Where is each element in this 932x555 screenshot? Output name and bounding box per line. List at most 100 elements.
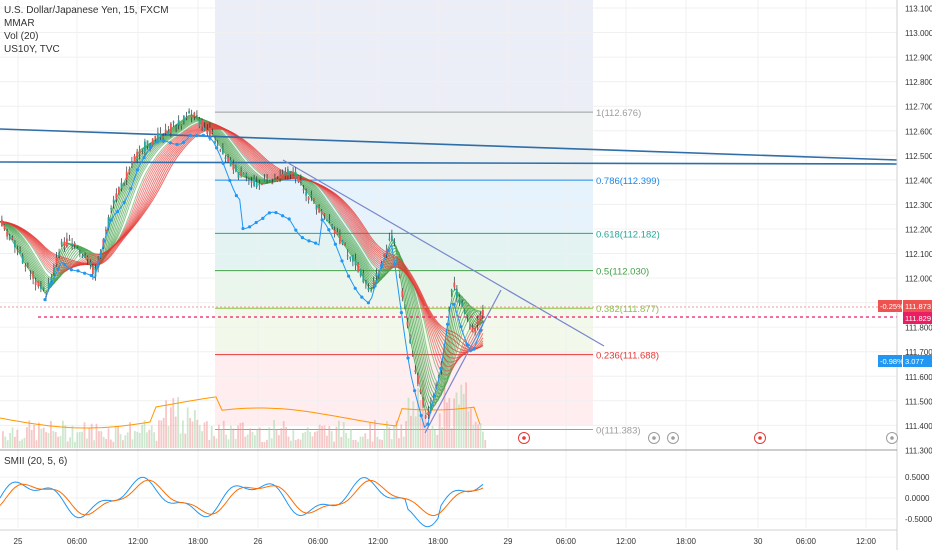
candle-body xyxy=(21,255,24,264)
volume-bar xyxy=(38,422,40,448)
time-tick-label: 12:00 xyxy=(368,537,389,546)
volume-bar xyxy=(381,439,383,448)
fib-zone-2 xyxy=(215,180,593,232)
us10y-point xyxy=(432,394,436,398)
us10y-point xyxy=(452,302,456,306)
legend-item-mmar[interactable]: MMAR xyxy=(4,18,35,29)
us10y-point xyxy=(347,274,351,278)
candle-body xyxy=(333,230,336,234)
volume-bar xyxy=(326,435,328,448)
us10y-point xyxy=(261,216,265,220)
volume-bar xyxy=(81,431,83,448)
candle-body xyxy=(193,112,196,117)
volume-bar xyxy=(258,427,261,448)
candle-body xyxy=(55,257,58,265)
candle-body xyxy=(417,375,419,384)
price-tag-label: -0.98% xyxy=(880,357,904,366)
time-tick-label: 18:00 xyxy=(428,537,449,546)
us10y-point xyxy=(327,228,331,232)
candle-body xyxy=(245,173,248,177)
volume-bar xyxy=(390,439,393,448)
volume-bar xyxy=(119,434,122,448)
us10y-point xyxy=(43,298,47,302)
trendline-long xyxy=(0,128,898,161)
volume-bar xyxy=(191,421,194,448)
us10y-point xyxy=(56,267,60,271)
candle-body xyxy=(118,187,120,194)
us10y-point xyxy=(294,228,298,232)
candle-body xyxy=(331,225,333,228)
us10y-point xyxy=(333,242,337,246)
volume-bar xyxy=(47,432,50,448)
volume-bar xyxy=(165,400,167,448)
volume-bar xyxy=(114,425,117,448)
us10y-point xyxy=(300,236,304,240)
volume-bar xyxy=(436,434,439,448)
candle-body xyxy=(409,339,411,343)
volume-bar xyxy=(350,429,352,448)
candle-body xyxy=(362,273,365,283)
price-tag xyxy=(878,300,902,312)
volume-bar xyxy=(434,429,436,448)
legend-item-us10y[interactable]: US10Y, TVC xyxy=(4,44,60,55)
volume-bar xyxy=(66,441,69,448)
volume-bar xyxy=(455,392,458,448)
price-tick-label: 111.800 xyxy=(905,324,932,333)
volume-bar xyxy=(318,424,321,448)
volume-bar xyxy=(218,424,220,448)
volume-bar xyxy=(431,425,434,448)
candle-body xyxy=(258,183,261,186)
candle-body xyxy=(71,243,73,246)
candle-body xyxy=(422,399,424,405)
volume-bar xyxy=(158,420,160,448)
fib-label-6: 0(111.383) xyxy=(596,426,641,437)
volume-bar xyxy=(54,432,57,448)
candle-body xyxy=(263,179,266,181)
us10y-point xyxy=(360,295,364,299)
candle-body xyxy=(391,235,393,241)
candle-body xyxy=(123,184,125,186)
volume-bar xyxy=(155,440,158,448)
fib-label-3: 0.5(112.030) xyxy=(596,267,649,278)
candle-body xyxy=(47,282,50,289)
volume-bar xyxy=(306,427,309,448)
us10y-point xyxy=(439,366,443,371)
candle-body xyxy=(463,310,466,314)
candle-body xyxy=(396,258,398,265)
candle-body xyxy=(105,229,107,232)
smii-legend[interactable]: SMII (20, 5, 6) xyxy=(4,456,68,467)
candle-body xyxy=(367,287,370,291)
price-tag-label: 3.077 xyxy=(905,357,924,366)
volume-bar xyxy=(414,416,417,448)
volume-bar xyxy=(249,428,251,448)
volume-bar xyxy=(400,424,403,448)
legend-item-volume[interactable]: Vol (20) xyxy=(4,31,39,42)
candle-body xyxy=(6,231,8,237)
price-tick-label: 111.600 xyxy=(905,373,932,382)
fib-label-0: 1(112.676) xyxy=(596,108,641,119)
candle-body xyxy=(144,141,146,152)
volume-bar xyxy=(110,439,112,448)
time-tick-label: 12:00 xyxy=(856,537,877,546)
time-tick-label: 12:00 xyxy=(616,537,637,546)
volume-bar xyxy=(136,431,139,448)
us10y-point xyxy=(175,142,179,147)
legend-title: U.S. Dollar/Japanese Yen, 15, FXCM xyxy=(4,5,169,16)
candle-body xyxy=(307,197,310,200)
us10y-point xyxy=(393,262,397,266)
volume-bar xyxy=(419,400,422,448)
volume-bar xyxy=(282,421,285,448)
candle-body xyxy=(79,251,81,254)
candle-body xyxy=(261,184,263,186)
us10y-point xyxy=(287,217,291,221)
volume-bar xyxy=(122,440,124,448)
volume-bar xyxy=(26,427,28,448)
candle-body xyxy=(53,267,55,274)
candle-body xyxy=(268,181,271,183)
candle-body xyxy=(29,275,32,277)
volume-bar xyxy=(141,424,143,448)
volume-bar xyxy=(50,420,52,448)
candle-body xyxy=(341,240,344,245)
